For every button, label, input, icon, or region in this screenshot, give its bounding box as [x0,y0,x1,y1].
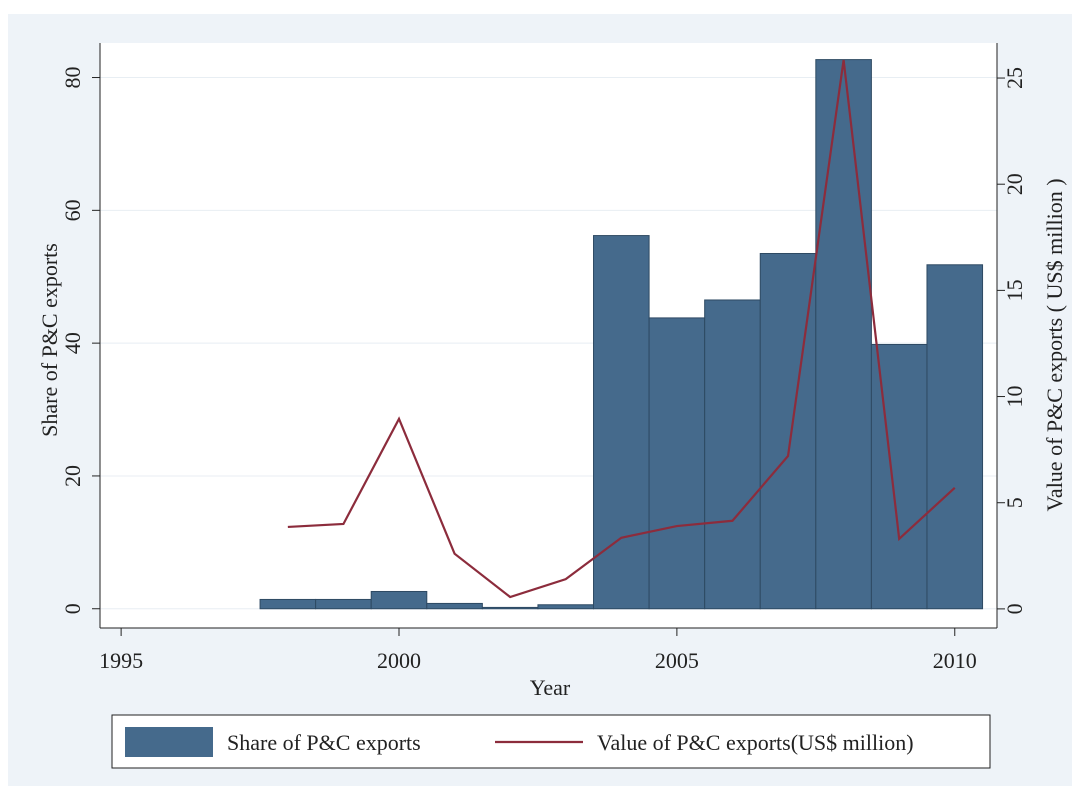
bar [648,317,706,610]
y2-axis-title: Value of P&C exports ( US$ million ) [1042,178,1067,511]
y-tick-label: 20 [60,465,85,487]
y2-tick-label: 5 [1002,497,1027,508]
y2-tick-label: 20 [1002,173,1027,195]
y2-tick-label: 0 [1002,603,1027,614]
bar [759,252,817,610]
bar [593,235,650,610]
bar [370,590,428,610]
bar [704,299,761,610]
legend-box [111,714,991,769]
bar [815,59,872,610]
x-tick-label: 1995 [99,648,143,673]
bar [259,598,317,610]
bar [926,264,984,610]
bar [537,604,595,610]
x-tick-label: 2005 [655,648,699,673]
x-tick-label: 2010 [933,648,977,673]
y2-tick-label: 10 [1002,386,1027,408]
bar [426,602,483,610]
legend-label: Share of P&C exports [227,730,421,755]
legend-label: Value of P&C exports(US$ million) [597,730,914,755]
y-tick-label: 80 [60,67,85,89]
y2-tick-label: 25 [1002,67,1027,89]
legend-swatch [125,727,213,757]
line [287,59,956,599]
y-tick-label: 40 [60,332,85,354]
x-axis-title: Year [530,675,571,700]
x-tick-label: 2000 [377,648,421,673]
y-tick-label: 0 [60,603,85,614]
y-axis-title: Share of P&C exports [37,243,62,437]
y2-tick-label: 15 [1002,279,1027,301]
bar [870,343,928,610]
bar [315,598,372,610]
bar [481,606,539,610]
y-tick-label: 60 [60,199,85,221]
